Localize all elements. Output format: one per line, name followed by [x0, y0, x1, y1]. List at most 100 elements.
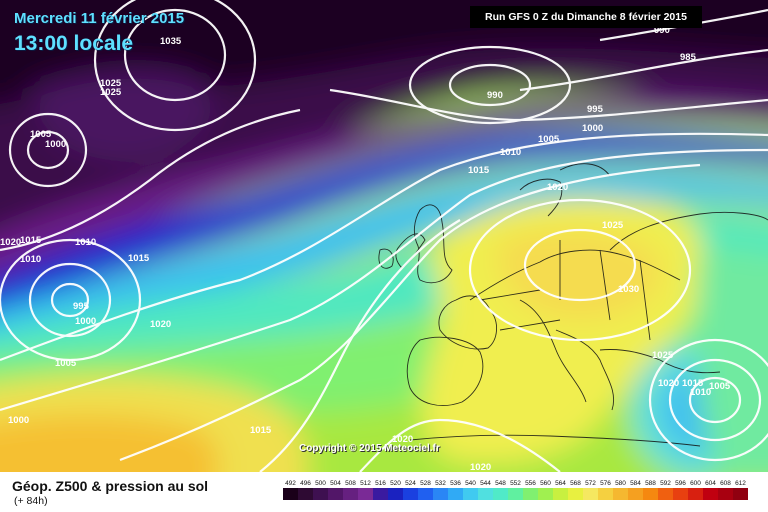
- svg-text:1020: 1020: [392, 434, 413, 445]
- scale-value: 600: [690, 480, 701, 487]
- isobar-labels: 1035 1025 1025 1005 1000 1020 1015 1010 …: [0, 25, 731, 472]
- scale-swatch: [613, 488, 628, 500]
- color-scale: 492 496 500 504 508 512 516 520 524 528 532 536 540 5…: [283, 480, 748, 500]
- scale-value: 552: [510, 480, 521, 487]
- scale-swatch: [358, 488, 373, 500]
- svg-text:1020: 1020: [658, 378, 679, 389]
- scale-value: 584: [630, 480, 641, 487]
- svg-text:1015: 1015: [128, 253, 150, 264]
- scale-swatch: [658, 488, 673, 500]
- svg-text:1000: 1000: [75, 316, 96, 327]
- svg-text:1010: 1010: [500, 147, 521, 158]
- svg-text:1020: 1020: [150, 319, 171, 330]
- svg-text:1025: 1025: [100, 78, 122, 89]
- scale-swatch: [508, 488, 523, 500]
- scale-value: 512: [360, 480, 371, 487]
- scale-swatch: [733, 488, 748, 500]
- scale-swatch: [643, 488, 658, 500]
- scale-swatch: [493, 488, 508, 500]
- scale-swatch: [673, 488, 688, 500]
- scale-value: 572: [585, 480, 596, 487]
- scale-value: 560: [540, 480, 551, 487]
- scale-swatch: [553, 488, 568, 500]
- scale-value: 564: [555, 480, 566, 487]
- scale-value: 612: [735, 480, 746, 487]
- svg-text:1000: 1000: [45, 139, 66, 150]
- scale-value: 516: [375, 480, 386, 487]
- scale-swatch: [688, 488, 703, 500]
- scale-value: 604: [705, 480, 716, 487]
- svg-text:985: 985: [680, 52, 697, 63]
- scale-swatch: [448, 488, 463, 500]
- weather-map: 1035 1025 1025 1005 1000 1020 1015 1010 …: [0, 0, 768, 472]
- scale-value: 576: [600, 480, 611, 487]
- svg-text:1015: 1015: [250, 425, 272, 436]
- scale-value: 500: [315, 480, 326, 487]
- isobars: [0, 0, 768, 472]
- scale-swatch: [433, 488, 448, 500]
- scale-swatch: [718, 488, 733, 500]
- svg-text:1015: 1015: [682, 378, 704, 389]
- forecast-time: 13:00 locale: [14, 32, 134, 55]
- svg-text:990: 990: [487, 90, 503, 101]
- scale-value: 588: [645, 480, 656, 487]
- scale-value: 520: [390, 480, 401, 487]
- scale-value: 496: [300, 480, 311, 487]
- scale-value: 524: [405, 480, 416, 487]
- scale-value: 504: [330, 480, 341, 487]
- scale-value: 492: [285, 480, 296, 487]
- scale-swatch: [568, 488, 583, 500]
- scale-value: 528: [420, 480, 431, 487]
- scale-swatch: [523, 488, 538, 500]
- svg-text:1010: 1010: [690, 387, 711, 398]
- svg-text:1025: 1025: [100, 87, 122, 98]
- coastlines: [378, 163, 768, 447]
- scale-swatch: [373, 488, 388, 500]
- svg-text:1005: 1005: [538, 134, 560, 145]
- scale-swatch: [388, 488, 403, 500]
- scale-swatch: [478, 488, 493, 500]
- scale-value: 556: [525, 480, 536, 487]
- scale-swatch: [598, 488, 613, 500]
- scale-value: 540: [465, 480, 476, 487]
- scale-value: 532: [435, 480, 446, 487]
- svg-text:1000: 1000: [8, 415, 29, 426]
- scale-value: 544: [480, 480, 491, 487]
- scale-value: 608: [720, 480, 731, 487]
- scale-swatch: [313, 488, 328, 500]
- svg-text:1020: 1020: [0, 237, 21, 248]
- scale-swatch: [328, 488, 343, 500]
- svg-text:1020: 1020: [470, 462, 491, 472]
- geopotential-field: [0, 0, 768, 472]
- scale-swatch: [298, 488, 313, 500]
- scale-swatch: [703, 488, 718, 500]
- svg-text:1010: 1010: [75, 237, 96, 248]
- svg-text:1005: 1005: [30, 129, 52, 140]
- scale-swatch: [463, 488, 478, 500]
- svg-text:995: 995: [587, 104, 604, 115]
- svg-text:1025: 1025: [652, 350, 674, 361]
- model-run-label: Run GFS 0 Z du Dimanche 8 février 2015: [470, 6, 702, 28]
- svg-text:1010: 1010: [20, 254, 41, 265]
- forecast-date: Mercredi 11 février 2015: [14, 10, 185, 27]
- scale-swatch: [538, 488, 553, 500]
- svg-text:1005: 1005: [709, 381, 731, 392]
- scale-swatch: [283, 488, 298, 500]
- scale-value: 592: [660, 480, 671, 487]
- svg-text:1030: 1030: [618, 284, 639, 295]
- scale-swatch: [403, 488, 418, 500]
- scale-value: 596: [675, 480, 686, 487]
- scale-value: 536: [450, 480, 461, 487]
- scale-swatch: [583, 488, 598, 500]
- scale-value: 568: [570, 480, 581, 487]
- scale-value: 508: [345, 480, 356, 487]
- svg-text:1035: 1035: [160, 36, 182, 47]
- svg-text:1015: 1015: [468, 165, 490, 176]
- svg-text:990: 990: [654, 25, 670, 36]
- scale-value: 548: [495, 480, 506, 487]
- scale-swatch: [418, 488, 433, 500]
- scale-swatch: [343, 488, 358, 500]
- svg-text:1005: 1005: [55, 358, 77, 369]
- legend-subtitle: (+ 84h): [14, 495, 48, 507]
- svg-text:1025: 1025: [602, 220, 624, 231]
